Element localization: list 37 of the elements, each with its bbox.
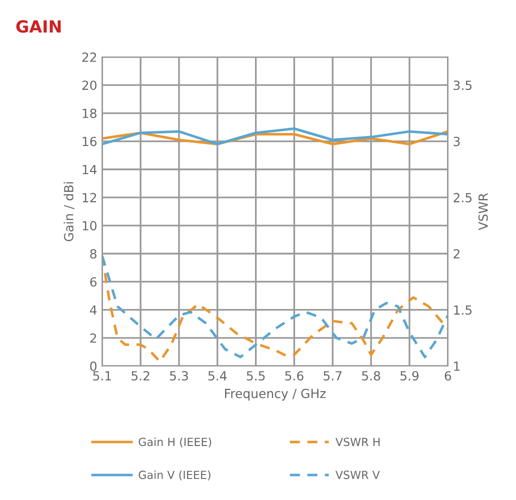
y-tick-label: 0 <box>90 361 96 371</box>
y2-tick-label: 2 <box>454 249 460 258</box>
x-tick-label: 6 <box>444 371 452 381</box>
y2-tick-label: 3.5 <box>454 80 472 90</box>
line-series <box>102 127 448 146</box>
x-tick-label: 5.1 <box>93 371 111 381</box>
chart-title: GAIN <box>16 20 61 33</box>
y-tick-label: 18 <box>82 108 96 118</box>
x-tick-label: 5.2 <box>132 371 150 381</box>
y-tick-label: 10 <box>82 221 96 230</box>
legend-label: Gain V (IEEE) <box>138 470 210 480</box>
y2-axis-title: VSWR <box>478 193 488 230</box>
x-tick-label: 5.6 <box>285 371 304 381</box>
y-tick-label: 6 <box>90 277 97 287</box>
x-axis-title: Frequency / GHz <box>225 388 326 401</box>
y-tick-label: 16 <box>82 136 97 146</box>
y-axis-title: Gain / dBi <box>64 182 74 242</box>
legend-label: VSWR V <box>336 470 380 480</box>
y2-tick-label: 1 <box>454 362 460 371</box>
y2-tick-label: 1.5 <box>454 305 472 315</box>
y-tick-label: 20 <box>82 80 96 90</box>
x-tick-label: 5.7 <box>324 371 342 381</box>
x-tick-label: 5.4 <box>208 371 227 381</box>
legend-label: VSWR H <box>336 438 380 446</box>
x-tick-label: 5.3 <box>170 371 188 381</box>
y-tick-label: 22 <box>82 52 96 62</box>
x-tick-label: 5.9 <box>400 371 419 381</box>
y-tick-label: 8 <box>90 249 96 259</box>
x-tick-label: 5.8 <box>362 371 380 381</box>
y-tick-label: 14 <box>82 165 97 174</box>
x-tick-label: 5.5 <box>246 371 265 381</box>
y-tick-label: 2 <box>90 333 96 343</box>
y-tick-label: 12 <box>82 192 96 202</box>
y2-tick-label: 2.5 <box>454 192 472 202</box>
y-tick-label: 4 <box>90 305 97 315</box>
legend-label: Gain H (IEEE) <box>138 438 212 448</box>
y2-tick-label: 3 <box>454 136 460 146</box>
